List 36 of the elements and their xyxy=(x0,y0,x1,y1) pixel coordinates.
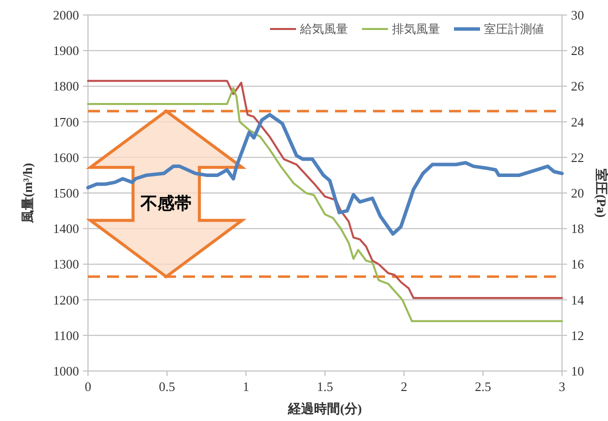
y-tick-label: 1000 xyxy=(53,364,79,378)
x-tick-label: 0 xyxy=(84,379,92,394)
y2-tick-label: 26 xyxy=(571,78,584,94)
y2-tick-label: 14 xyxy=(571,292,584,308)
y2-tick-label: 28 xyxy=(571,43,584,58)
y2-tick-label: 24 xyxy=(571,114,584,130)
y2-axis-title: 室圧(Pa) xyxy=(594,168,608,218)
y-tick-label: 1200 xyxy=(53,292,79,308)
y2-tick-label: 12 xyxy=(571,328,584,343)
y-tick-label: 1900 xyxy=(53,43,79,58)
y2-tick-label: 30 xyxy=(571,8,584,22)
y-tick-label: 1500 xyxy=(53,186,79,200)
y-tick-label: 1700 xyxy=(53,114,79,130)
x-tick-label: 0.5 xyxy=(158,379,176,394)
y-tick-label: 1400 xyxy=(53,221,79,236)
x-tick-label: 1 xyxy=(242,379,250,394)
y-tick-label: 1100 xyxy=(53,328,79,343)
x-tick-label: 1.5 xyxy=(316,379,334,394)
y-tick-label: 1800 xyxy=(53,78,79,94)
y-tick-label: 1600 xyxy=(53,150,79,165)
y2-tick-label: 16 xyxy=(571,256,584,272)
y-tick-label: 2000 xyxy=(53,8,79,22)
x-tick-label: 2.5 xyxy=(474,379,492,394)
y2-tick-label: 18 xyxy=(571,221,584,236)
y-tick-label: 1300 xyxy=(53,256,79,272)
y-axis-title: 風量(m³/h) xyxy=(20,162,35,224)
legend-label: 排気風量 xyxy=(392,22,440,36)
y2-tick-label: 20 xyxy=(571,186,584,200)
y2-tick-label: 10 xyxy=(571,364,584,378)
x-tick-label: 2 xyxy=(400,379,408,394)
x-tick-label: 3 xyxy=(558,379,566,394)
y2-tick-label: 22 xyxy=(571,150,584,165)
legend-label: 給気風量 xyxy=(299,22,348,36)
x-axis-title: 経過時間(分) xyxy=(287,401,362,416)
annotation: 不感帯 xyxy=(140,194,192,214)
legend-label: 室圧計測値 xyxy=(484,22,544,36)
